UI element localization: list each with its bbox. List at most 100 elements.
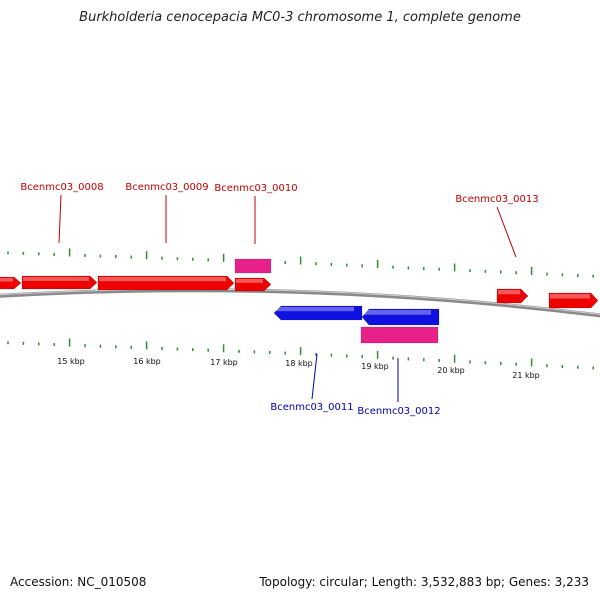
leader-line-bcenmc03-0013 [496,206,517,258]
tick-row-top [7,248,594,278]
gene-arrow-bcenmc03-0009-highlight [99,277,226,282]
tick-mark [515,271,517,275]
tick-mark [38,252,40,256]
tick-mark [299,347,302,356]
tick-mark [330,353,333,357]
tick-mark [530,358,533,367]
tick-mark [145,251,148,260]
tick-mark [7,341,9,345]
gene-label-bcenmc03-0013[interactable]: Bcenmc03_0013 [455,194,538,205]
tick-mark [500,361,502,365]
tick-mark [22,251,25,255]
tick-mark [145,341,148,350]
tick-mark [546,364,548,368]
tick-mark [38,342,40,346]
gene-arrow-bcenmc03-0010-highlight [236,279,263,283]
tick-mark [453,263,456,272]
tick-mark [84,253,86,257]
tick-mark [238,349,240,353]
tick-mark [115,345,117,349]
gene-arrow-partial-right-highlight [550,294,590,299]
gene-label-bcenmc03-0011[interactable]: Bcenmc03_0011 [270,402,353,413]
leader-line-bcenmc03-0011 [311,353,318,400]
tick-mark [222,253,225,262]
tick-mark [130,255,132,259]
tick-mark [130,345,132,349]
gene-arrow-bcenmc03-0010[interactable] [234,277,272,292]
tick-mark [438,267,440,271]
tick-mark [453,354,456,363]
tick-mark [284,351,286,355]
gene-arrow-partial[interactable] [0,276,22,290]
tick-mark [315,262,317,266]
scale-label: 21 kbp [512,371,540,380]
gene-arrow-bcenmc03-0009[interactable] [97,275,235,291]
tick-mark [68,248,71,257]
rna-feature-bcenmc03-0012[interactable] [360,326,439,344]
tick-mark [315,352,317,356]
tick-mark [392,356,394,360]
tick-mark [115,255,117,259]
genome-summary: Topology: circular; Length: 3,532,883 bp… [259,575,589,589]
gene-label-bcenmc03-0009[interactable]: Bcenmc03_0009 [125,182,208,193]
gene-arrow-bcenmc03-0012-highlight [363,310,431,315]
tick-mark [192,348,194,352]
tick-mark [407,357,410,361]
scale-label: 19 kbp [361,362,389,371]
tick-mark [530,266,533,275]
tick-mark [253,350,256,354]
accession-text: Accession: NC_010508 [10,575,147,589]
tick-mark [346,354,348,358]
tick-mark [484,269,487,273]
tick-mark [299,256,302,265]
chromosome-backbone [0,288,600,318]
tick-mark [7,251,9,255]
gene-label-bcenmc03-0010[interactable]: Bcenmc03_0010 [214,183,297,194]
tick-mark [84,344,86,348]
tick-mark [269,350,271,354]
gene-arrow-bcenmc03-0008[interactable] [21,275,98,290]
gene-arrow-bcenmc03-0011[interactable] [273,305,363,321]
scale-label: 17 kbp [210,358,238,367]
tick-mark [592,366,594,370]
tick-mark [22,341,25,345]
gene-arrow-bcenmc03-0013[interactable] [496,288,529,304]
tick-mark [392,265,394,269]
tick-mark [423,267,425,271]
tick-mark [330,262,333,266]
tick-mark [515,362,517,366]
tick-mark [192,257,194,261]
leader-line-bcenmc03-0008 [58,194,62,244]
tick-mark [423,358,425,362]
tick-mark [68,338,71,347]
tick-mark [53,252,55,256]
tick-mark [577,365,579,369]
tick-mark [361,264,363,268]
tick-mark [407,266,410,270]
scale-label: 15 kbp [57,357,85,366]
tick-mark [577,274,579,278]
tick-mark [176,347,179,351]
gene-label-bcenmc03-0008[interactable]: Bcenmc03_0008 [20,182,103,193]
gene-label-bcenmc03-0012[interactable]: Bcenmc03_0012 [357,406,440,417]
map-title: Burkholderia cenocepacia MC0-3 chromosom… [79,10,521,25]
tick-mark [222,344,225,353]
tick-mark [438,358,440,362]
gene-arrow-bcenmc03-0012[interactable] [361,308,440,326]
gene-arrow-bcenmc03-0008-highlight [23,277,89,281]
scale-label: 16 kbp [133,357,161,366]
gene-arrow-partial-right[interactable] [548,292,599,309]
tick-mark [361,355,363,359]
scale-label: 18 kbp [285,359,313,368]
tick-mark [99,344,102,348]
tick-row-bottom [7,338,594,370]
tick-mark [561,364,564,368]
gene-arrow-bcenmc03-0011-highlight [275,307,354,312]
tick-mark [207,258,209,262]
tick-mark [484,361,487,365]
gene-arrow-bcenmc03-0013-highlight [498,290,520,295]
rna-feature-bcenmc03-0010[interactable] [234,258,272,274]
tick-mark [53,343,55,347]
gene-arrow-partial-highlight [0,278,13,282]
